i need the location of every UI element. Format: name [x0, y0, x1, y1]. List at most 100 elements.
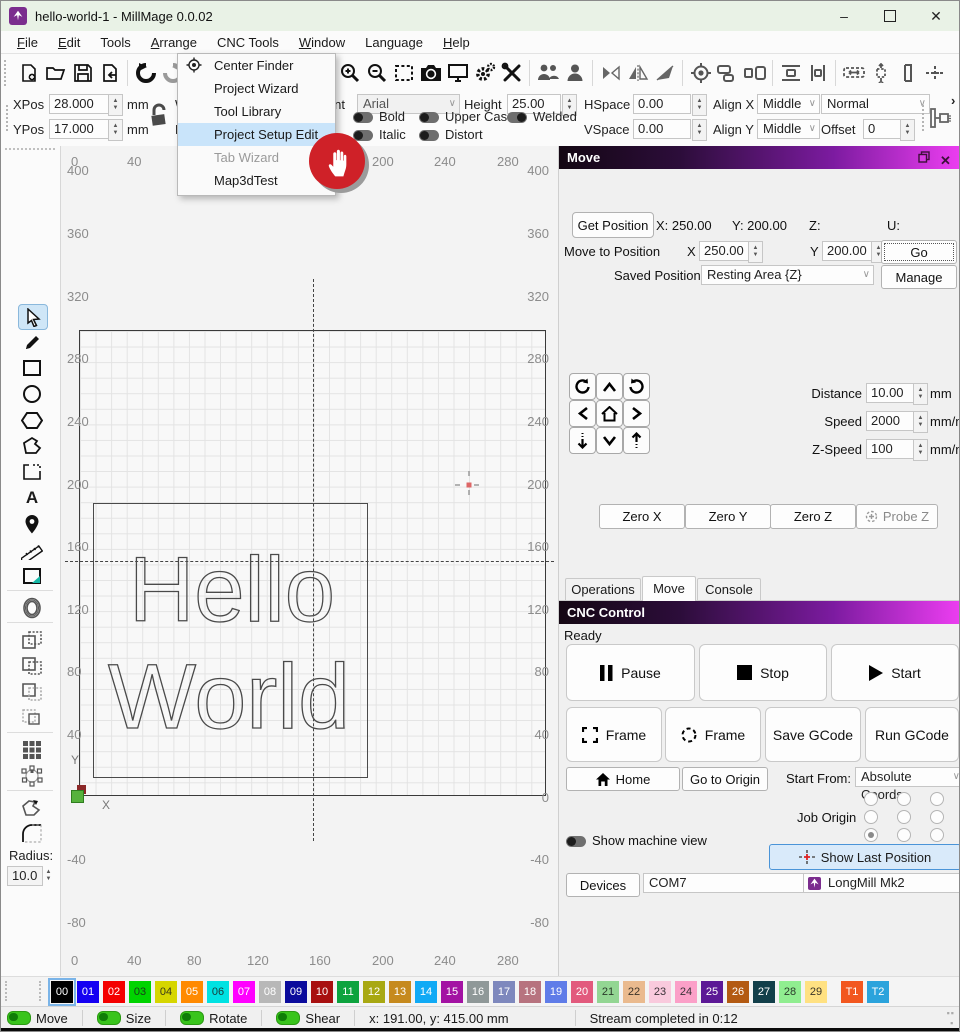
boolean-intersect-tool[interactable]	[18, 680, 46, 704]
swatch[interactable]: 07	[233, 981, 255, 1003]
alignx-select[interactable]: Middle ∨	[757, 94, 820, 114]
menu-edit[interactable]: Edit	[57, 34, 81, 50]
swatch[interactable]: 10	[311, 981, 333, 1003]
offset-path-tool[interactable]	[18, 596, 46, 620]
distort-toggle[interactable]	[419, 130, 439, 141]
port-select[interactable]: COM7∨	[643, 873, 818, 893]
machine-connect-icon[interactable]	[927, 105, 953, 131]
ypos-spinner[interactable]: ▲ ▼	[108, 119, 123, 141]
menu-item-center-finder[interactable]: Center Finder	[178, 54, 335, 77]
menu-help[interactable]: Help	[442, 34, 470, 50]
run-gcode-button[interactable]: Run GCode	[865, 707, 959, 762]
italic-toggle[interactable]	[353, 130, 373, 141]
swatch-tool-2[interactable]: T2	[867, 981, 889, 1003]
flip-vertical-icon[interactable]	[624, 59, 651, 87]
ungroup-icon[interactable]	[561, 59, 588, 87]
job-origin-bottom-left[interactable]	[864, 828, 878, 842]
menu-item-tab-wizard[interactable]: Tab Wizard	[214, 150, 280, 165]
camera-icon[interactable]	[417, 59, 444, 87]
cnc-control-header[interactable]: CNC Control ✕	[559, 601, 959, 624]
pencil-tool[interactable]	[18, 330, 46, 354]
swatch[interactable]: 06	[207, 981, 229, 1003]
job-origin-mid-right[interactable]	[930, 810, 944, 824]
swatch[interactable]: 22	[623, 981, 645, 1003]
jog-right-button[interactable]	[623, 400, 650, 427]
swatch[interactable]: 23	[649, 981, 671, 1003]
tab-console[interactable]: Console	[697, 578, 761, 600]
offset-input[interactable]: 0	[863, 119, 901, 139]
group-icon[interactable]	[534, 59, 561, 87]
swatch[interactable]: 01	[77, 981, 99, 1003]
swatch[interactable]: 25	[701, 981, 723, 1003]
job-origin-bottom-right[interactable]	[930, 828, 944, 842]
swatch[interactable]: 14	[415, 981, 437, 1003]
zoom-out-icon[interactable]	[363, 59, 390, 87]
undo-icon[interactable]	[132, 59, 159, 87]
jog-z-up-button[interactable]	[623, 427, 650, 454]
selection-marquee-icon[interactable]	[390, 59, 417, 87]
swatch[interactable]: 27	[753, 981, 775, 1003]
rotate-toggle[interactable]	[180, 1011, 205, 1025]
menu-tools[interactable]: Tools	[100, 34, 131, 50]
menu-window[interactable]: Window	[298, 34, 346, 50]
align-horizontal-icon[interactable]	[714, 59, 741, 87]
node-edit-tool[interactable]	[18, 796, 46, 820]
fillet-tool[interactable]	[18, 822, 46, 846]
boolean-subtract-tool[interactable]	[18, 654, 46, 678]
swatch[interactable]: 13	[389, 981, 411, 1003]
zero-z-button[interactable]: Zero Z	[770, 504, 856, 529]
get-position-button[interactable]: Get Position	[572, 212, 654, 238]
open-rect-tool[interactable]	[18, 460, 46, 484]
start-button[interactable]: Start	[831, 644, 959, 701]
zoom-in-icon[interactable]	[336, 59, 363, 87]
swatch-tool-1[interactable]: T1	[841, 981, 863, 1003]
swatch[interactable]: 18	[519, 981, 541, 1003]
aligny-select[interactable]: Middle ∨	[757, 119, 820, 139]
select-tool[interactable]	[18, 304, 48, 330]
xpos-input[interactable]: 28.000	[49, 94, 111, 114]
show-last-position-button[interactable]: Show Last Position	[769, 844, 959, 870]
shear-toggle[interactable]	[276, 1011, 301, 1025]
manage-button[interactable]: Manage	[881, 265, 957, 289]
export-icon[interactable]	[96, 59, 123, 87]
tab-move[interactable]: Move	[642, 576, 696, 601]
menu-arrange[interactable]: Arrange	[150, 34, 197, 50]
start-from-select[interactable]: Absolute Coords ∨	[855, 767, 959, 802]
goto-x-spinner[interactable]: ▲ ▼	[748, 241, 763, 263]
swatch[interactable]: 00	[48, 978, 76, 1006]
boolean-union-tool[interactable]	[18, 628, 46, 652]
menu-item-map3dtest[interactable]: Map3dTest	[214, 173, 278, 188]
fit-width-icon[interactable]	[840, 59, 867, 87]
hspace-input[interactable]: 0.00	[633, 94, 691, 114]
height-spinner[interactable]: ▲ ▼	[562, 94, 577, 116]
save-gcode-button[interactable]: Save GCode	[765, 707, 861, 762]
circular-array-tool[interactable]	[18, 764, 46, 788]
probe-z-button[interactable]: Probe Z	[856, 504, 938, 529]
swatch[interactable]: 03	[129, 981, 151, 1003]
swatch[interactable]: 20	[571, 981, 593, 1003]
swatch-rect-tool[interactable]	[18, 564, 46, 588]
go-to-origin-button[interactable]: Go to Origin	[682, 767, 768, 791]
menu-language[interactable]: Language	[365, 34, 423, 50]
menu-cnc-tools[interactable]: CNC Tools	[216, 34, 279, 50]
swatch[interactable]: 16	[467, 981, 489, 1003]
radius-input[interactable]: 10.0	[7, 866, 43, 886]
distance-spinner[interactable]: ▲ ▼	[913, 383, 928, 405]
speed-input[interactable]: 2000	[866, 411, 916, 431]
speed-spinner[interactable]: ▲ ▼	[913, 411, 928, 433]
goto-x-input[interactable]: 250.00	[699, 241, 751, 261]
move-toggle[interactable]	[7, 1011, 31, 1025]
jog-home-button[interactable]	[596, 400, 623, 427]
distance-input[interactable]: 10.00	[866, 383, 916, 403]
swatchbar-grip[interactable]	[39, 981, 41, 1001]
settings-gear-icon[interactable]	[471, 59, 498, 87]
swatch[interactable]: 17	[493, 981, 515, 1003]
menu-item-project-setup-edit[interactable]: Project Setup Edit	[178, 123, 335, 146]
swatch[interactable]: 24	[675, 981, 697, 1003]
frame-circle-button[interactable]: Frame	[665, 707, 761, 762]
welded-toggle[interactable]	[507, 112, 527, 123]
monitor-icon[interactable]	[444, 59, 471, 87]
swatch[interactable]: 29	[805, 981, 827, 1003]
jog-up-button[interactable]	[596, 373, 623, 400]
swatch[interactable]: 26	[727, 981, 749, 1003]
